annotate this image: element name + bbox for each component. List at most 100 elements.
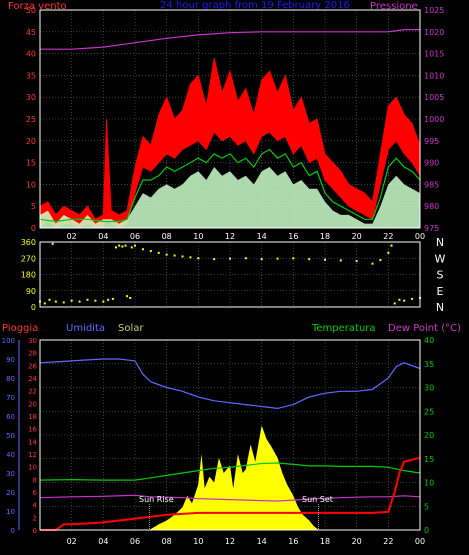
temperature-tick-label: 5 xyxy=(424,502,429,511)
direction-point xyxy=(189,256,192,259)
direction-point xyxy=(229,257,231,260)
rain-tick-label: 16 xyxy=(28,426,37,434)
direction-point xyxy=(121,245,124,248)
direction-point xyxy=(181,255,184,258)
hour-tick-label: 06 xyxy=(130,232,140,241)
hour-tick-label: 08 xyxy=(162,232,172,241)
humidity-tick-label: 80 xyxy=(6,375,15,383)
pressure-axis-label: Pressione xyxy=(370,1,418,12)
direction-tick-label: 0 xyxy=(31,303,36,312)
hour-tick-label: 08 xyxy=(162,537,172,546)
direction-point xyxy=(107,298,110,301)
hour-tick-label: 18 xyxy=(320,232,330,241)
direction-point xyxy=(213,258,216,261)
temperature-line xyxy=(39,462,421,481)
sunrise-annotation: Sun Rise xyxy=(139,495,174,504)
direction-tick-label: 360 xyxy=(21,238,36,247)
rain-tick-label: 2 xyxy=(33,514,37,522)
legend-dewpoint: Dew Point (°C) xyxy=(388,323,461,334)
pressure-tick-label: 990 xyxy=(424,159,439,168)
direction-point xyxy=(355,259,358,262)
direction-point xyxy=(51,242,54,245)
humidity-tick-label: 30 xyxy=(6,470,15,478)
hour-tick-label: 22 xyxy=(383,232,393,241)
rain-tick-label: 0 xyxy=(33,527,37,535)
wind-tick-label: 30 xyxy=(26,93,36,102)
direction-point xyxy=(324,258,326,261)
direction-point xyxy=(260,258,263,261)
humidity-tick-label: 50 xyxy=(6,432,15,440)
humidity-tick-label: 0 xyxy=(11,527,15,535)
legend-pioggia: Pioggia xyxy=(2,323,38,334)
direction-point xyxy=(411,297,414,300)
hour-tick-label: 02 xyxy=(67,537,77,546)
rain-tick-label: 18 xyxy=(28,413,37,421)
wind-tick-label: 15 xyxy=(26,159,36,168)
temp-panel-plot xyxy=(39,358,421,531)
compass-label: N xyxy=(436,301,444,314)
compass-label: N xyxy=(436,236,444,249)
rain-tick-label: 14 xyxy=(28,438,37,446)
sunset-annotation: Sun Set xyxy=(302,495,333,504)
direction-point xyxy=(379,259,382,262)
direction-point xyxy=(390,244,393,247)
direction-point xyxy=(141,248,144,251)
wind-panel-ticks: 0510152025303540455097598098599099510001… xyxy=(26,6,445,241)
direction-point xyxy=(70,299,73,302)
direction-point xyxy=(124,244,127,247)
hour-tick-label: 14 xyxy=(257,232,267,241)
wind-tick-label: 0 xyxy=(31,224,36,233)
direction-panel-plot xyxy=(39,242,421,305)
hour-tick-label: 18 xyxy=(320,537,330,546)
direction-point xyxy=(149,250,152,253)
temperature-tick-label: 35 xyxy=(424,360,434,369)
direction-tick-label: 90 xyxy=(26,287,36,296)
wind-tick-label: 5 xyxy=(31,202,36,211)
direction-point xyxy=(130,246,133,249)
direction-point xyxy=(62,301,65,304)
humidity-tick-label: 20 xyxy=(6,489,15,497)
wind-tick-label: 40 xyxy=(26,50,36,59)
wind-panel-frame xyxy=(39,9,421,229)
humidity-tick-label: 60 xyxy=(6,413,15,421)
hour-tick-label: 06 xyxy=(130,537,140,546)
hour-tick-label: 02 xyxy=(67,232,77,241)
hour-tick-label: 12 xyxy=(225,232,235,241)
rain-tick-label: 26 xyxy=(28,362,37,370)
temp-panel-frame xyxy=(39,339,421,531)
pressure-tick-label: 1000 xyxy=(424,115,444,124)
direction-point xyxy=(165,253,168,256)
hour-tick-label: 10 xyxy=(193,537,203,546)
temperature-tick-label: 20 xyxy=(424,431,434,440)
direction-point xyxy=(118,244,121,247)
pressure-tick-label: 1005 xyxy=(424,93,444,102)
humidity-tick-label: 40 xyxy=(6,451,15,459)
direction-point xyxy=(339,259,342,262)
temperature-tick-label: 10 xyxy=(424,479,434,488)
chart-title: 24 hour graph from 19 February 2016 xyxy=(160,0,350,11)
hour-tick-label: 20 xyxy=(352,537,362,546)
pressure-tick-label: 980 xyxy=(424,202,439,211)
compass-label: W xyxy=(435,252,446,265)
direction-point xyxy=(197,257,200,260)
rain-tick-label: 6 xyxy=(33,489,38,497)
temperature-tick-label: 40 xyxy=(424,336,434,345)
rain-tick-label: 8 xyxy=(33,476,37,484)
direction-point xyxy=(173,254,176,257)
rain-tick-label: 22 xyxy=(28,388,37,396)
wind-tick-label: 35 xyxy=(26,71,36,80)
direction-point xyxy=(308,258,311,261)
wind-tick-label: 45 xyxy=(26,28,36,37)
direction-point xyxy=(403,299,406,302)
pressure-tick-label: 1020 xyxy=(424,28,444,37)
direction-point xyxy=(48,298,51,301)
hour-tick-label: 10 xyxy=(193,232,203,241)
humidity-tick-label: 90 xyxy=(6,356,15,364)
direction-point xyxy=(43,302,46,305)
wind-tick-label: 50 xyxy=(26,6,36,15)
wind-axis-label: Forza vento xyxy=(8,1,67,12)
hour-tick-label: 20 xyxy=(352,232,362,241)
